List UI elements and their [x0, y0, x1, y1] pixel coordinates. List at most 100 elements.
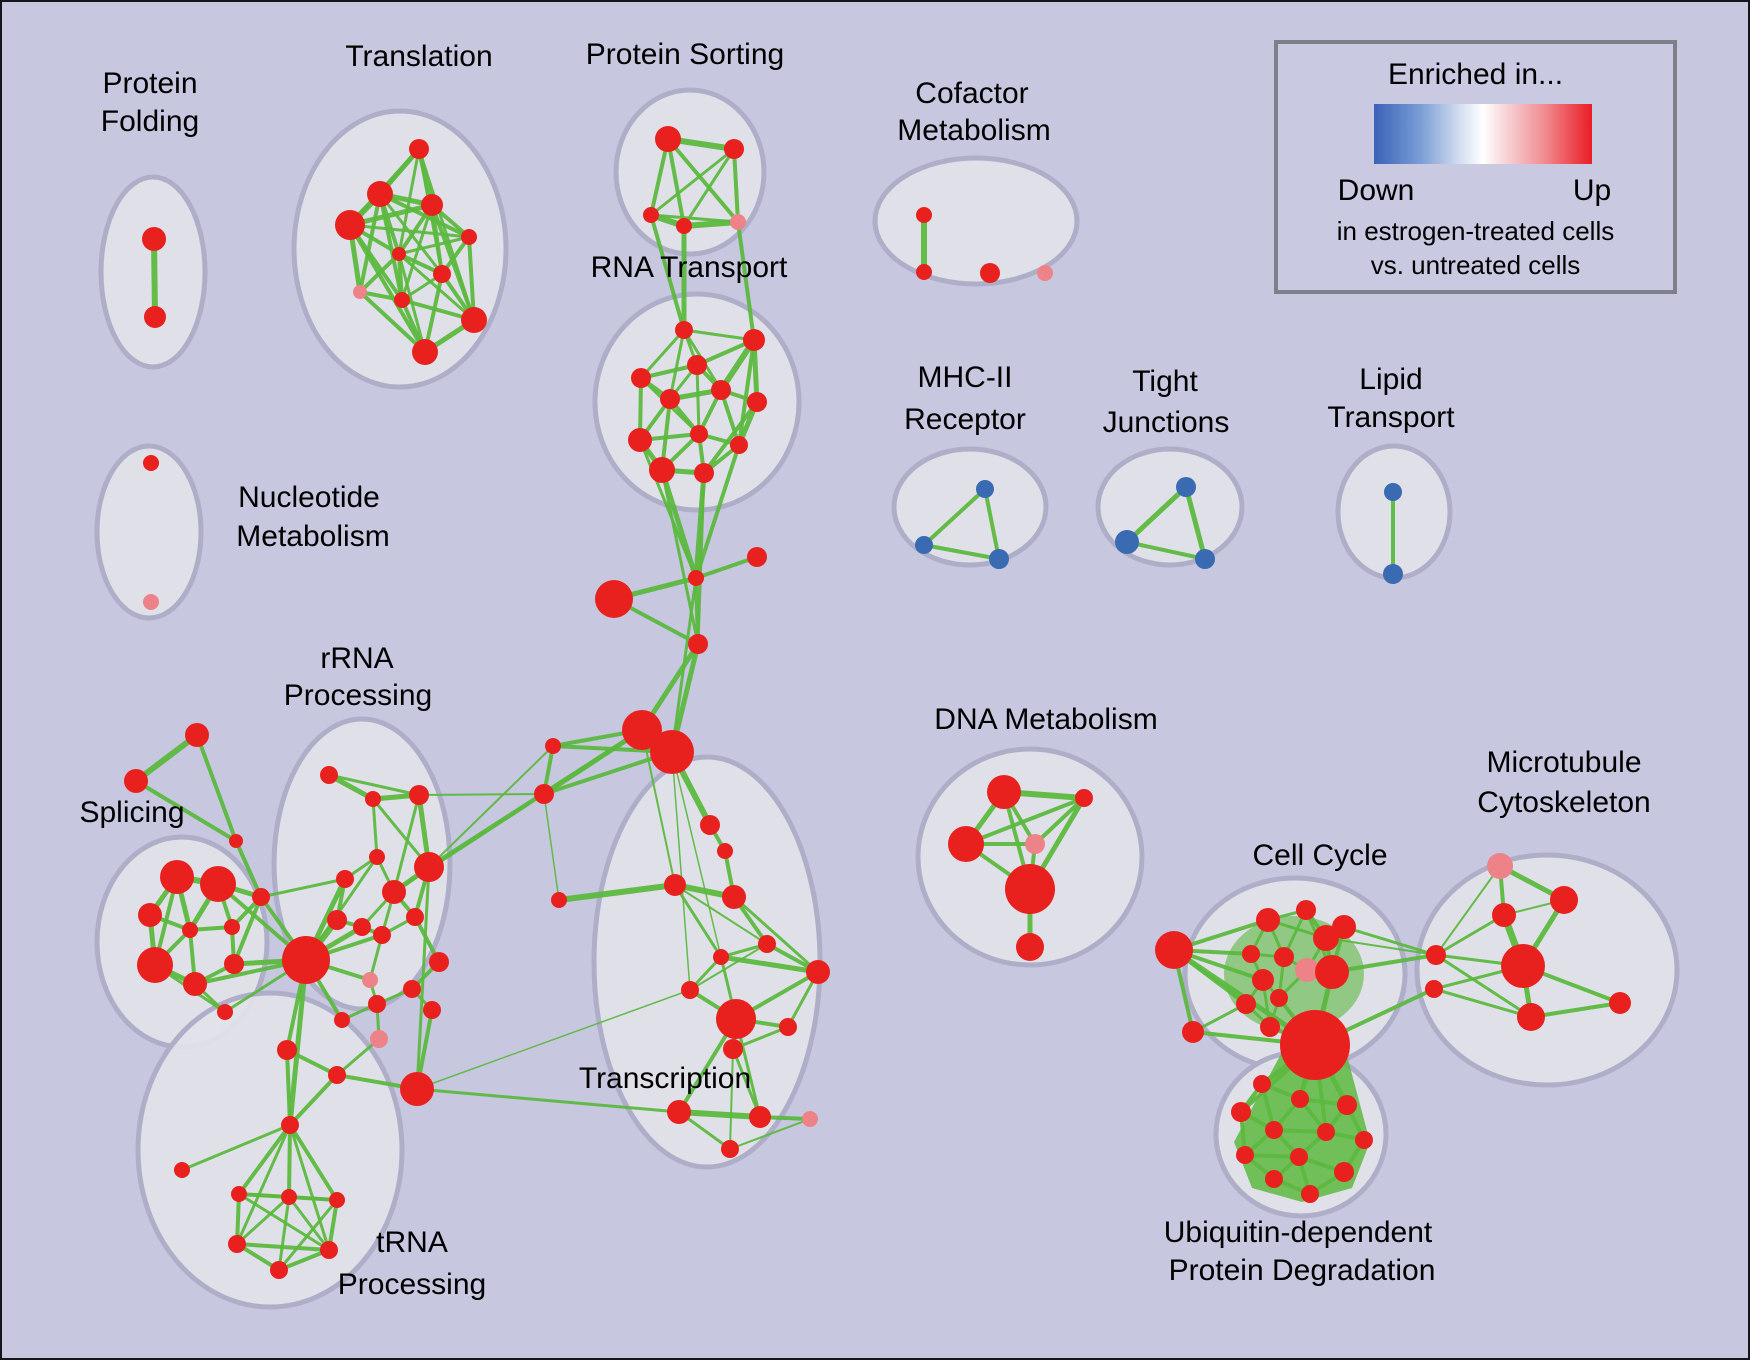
node-L2	[534, 784, 554, 804]
edge-tl2-tl8	[358, 192, 382, 294]
edge-mh2-mh3	[922, 543, 1001, 561]
edge-tl3-tl10	[430, 203, 476, 322]
node-tj3	[1195, 549, 1215, 569]
edge-tc0-L2	[543, 793, 560, 901]
node-rrR	[403, 980, 421, 998]
node-rt6	[660, 389, 680, 409]
node-tc13	[721, 1140, 739, 1158]
edge-tl6-tl8	[358, 252, 401, 294]
edge-rt1-rt2	[682, 328, 756, 342]
node-ps4	[676, 218, 692, 234]
node-sp2	[200, 866, 236, 902]
node-tc10	[667, 1100, 691, 1124]
edge-ps3-rt1	[649, 213, 686, 332]
node-rt9	[628, 428, 652, 452]
edge-rr0-rrF	[259, 877, 347, 899]
edge-mtJ-cc5	[1325, 937, 1437, 956]
node-cc8	[1274, 947, 1294, 967]
node-ps1	[655, 126, 681, 152]
node-ub7	[1355, 1131, 1373, 1149]
node-ub12	[1301, 1185, 1319, 1203]
cluster-label-mhc-ii: MHC-II	[918, 361, 1013, 394]
node-dm6	[1016, 933, 1044, 961]
node-rrG	[382, 880, 406, 904]
node-ps2	[724, 139, 744, 159]
edge-ub8-ub9	[1243, 1153, 1301, 1159]
cluster-label-processing: Processing	[284, 679, 432, 712]
node-cc13	[1236, 994, 1256, 1014]
legend-up-label: Up	[1572, 174, 1612, 207]
edge-tl5-tl10	[467, 235, 476, 322]
node-mh2	[915, 536, 933, 554]
cluster-label-protein-sorting: Protein Sorting	[586, 38, 784, 71]
node-ch1	[700, 815, 720, 835]
node-tc3	[758, 935, 776, 953]
node-ub5	[1265, 1121, 1283, 1139]
edge-t3-rr0	[234, 839, 263, 899]
node-tl5	[461, 229, 477, 245]
edge-ps1-ps5	[666, 137, 740, 224]
node-sp7	[183, 972, 207, 996]
node-nm1	[143, 455, 159, 471]
node-j3	[595, 580, 633, 618]
cluster-label-transcription: Transcription	[579, 1062, 751, 1095]
edge-rrP2-rrW	[335, 1037, 381, 1077]
edge-rt10-j1	[694, 443, 741, 580]
node-cf3	[980, 263, 1000, 283]
edge-trC-trA	[237, 1123, 292, 1196]
node-cc4	[1296, 900, 1316, 920]
node-ub2	[1291, 1090, 1309, 1108]
edge-trC-trB	[287, 1123, 292, 1199]
node-tc7	[716, 999, 756, 1039]
edge-mtP-mtJ	[1435, 865, 1501, 956]
edge-trA-trF	[237, 1192, 331, 1252]
node-tl2	[367, 181, 393, 207]
cluster-label-rna-transport: RNA Transport	[591, 251, 788, 284]
node-mtJ2	[1425, 980, 1443, 998]
node-tc12	[802, 1111, 818, 1127]
node-cf1	[916, 207, 932, 223]
cluster-label-protein-degradation: Protein Degradation	[1169, 1254, 1436, 1287]
node-dm1	[987, 775, 1021, 809]
edge-trD-trG	[277, 1198, 339, 1272]
node-trD	[329, 1192, 345, 1208]
edge-trC-trD	[288, 1123, 339, 1202]
node-rrB	[365, 791, 381, 807]
node-mtD	[1517, 1003, 1545, 1031]
node-ch2	[717, 843, 733, 859]
node-sp6	[137, 947, 173, 983]
edge-tc10-rrX	[415, 1087, 681, 1114]
node-ub11	[1334, 1162, 1354, 1182]
edge-tl3-tl7	[430, 203, 444, 276]
node-tl1	[409, 139, 429, 159]
node-rrX	[400, 1072, 434, 1106]
node-sp5	[224, 919, 240, 935]
node-tc8	[779, 1018, 797, 1036]
edge-t2-t3	[134, 779, 238, 843]
node-rrU	[423, 1001, 441, 1019]
node-trG	[270, 1261, 288, 1279]
node-cc7	[1242, 945, 1260, 963]
edge-j1-j2	[694, 555, 759, 580]
edge-rrHub-trC	[287, 957, 309, 1128]
node-rrT	[334, 1012, 350, 1028]
edge-cc6-mtJ	[1342, 925, 1438, 957]
edge-ps2-ps4	[682, 147, 736, 228]
node-trL	[174, 1162, 190, 1178]
edge-h2-L2	[542, 750, 674, 796]
cluster-label-microtubule: Microtubule	[1486, 746, 1641, 779]
node-rrA	[320, 766, 338, 784]
node-mtC	[1609, 992, 1631, 1014]
edge-mh1-mh2	[922, 487, 987, 547]
cluster-ellipse-microtubule-cytoskeleton	[1414, 852, 1680, 1088]
edge-ps2-ps5	[732, 147, 740, 224]
cluster-label-cell-cycle: Cell Cycle	[1252, 839, 1387, 872]
node-rrD	[369, 849, 385, 865]
cluster-label-rrna: rRNA	[320, 642, 393, 675]
node-rrJ	[373, 926, 391, 944]
node-mtB	[1492, 903, 1516, 927]
node-rrHub	[282, 936, 330, 984]
edge-cc11-mtJ	[1330, 953, 1438, 974]
cluster-label-protein: Protein	[102, 67, 197, 100]
edge-rt7-rt12	[702, 400, 759, 475]
